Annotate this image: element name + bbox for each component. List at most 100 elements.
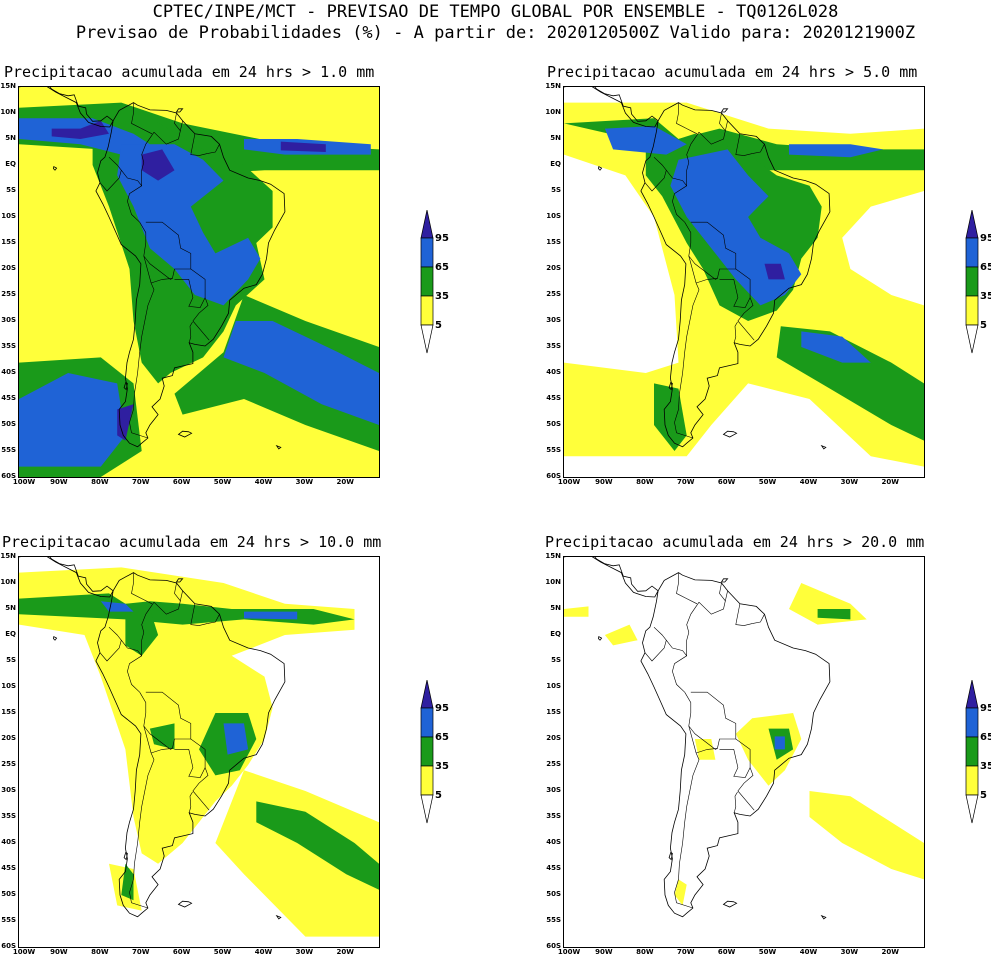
colorbar-below-triangle — [965, 794, 979, 824]
island-1 — [52, 635, 58, 641]
map-panel-4 — [563, 556, 925, 948]
lon-tick-label: 100W — [12, 478, 36, 486]
prob-area-35-3 — [256, 801, 379, 890]
prob-area-65-1 — [244, 611, 298, 620]
island-1 — [52, 165, 58, 171]
lon-tick-label: 60W — [172, 478, 191, 486]
lat-tick-label: EQ — [550, 630, 561, 638]
prob-area-65-3 — [223, 321, 379, 425]
lat-tick-label: 10S — [546, 212, 561, 220]
country-border-9 — [151, 748, 173, 754]
colorbar-label: 5 — [435, 790, 442, 801]
map-panel-3 — [18, 556, 380, 948]
coastline-1 — [19, 87, 114, 128]
country-border-11 — [719, 582, 726, 602]
colorbar-2: 95 65 35 5 — [965, 209, 991, 359]
country-border-13 — [131, 572, 153, 605]
prob-area-5-1 — [564, 606, 589, 617]
colorbar-label: 65 — [980, 262, 991, 273]
lon-tick-label: 40W — [254, 478, 273, 486]
prob-area-95-3 — [117, 404, 134, 441]
lat-tick-label: 35S — [546, 812, 561, 820]
colorbar-95-triangle — [420, 679, 434, 709]
colorbar-below-triangle — [420, 324, 434, 354]
colorbar-5-box — [420, 295, 434, 326]
lat-tick-label: 15N — [0, 82, 16, 90]
prob-area-35-5 — [149, 723, 175, 750]
colorbar-label: 65 — [980, 732, 991, 743]
prob-area-65-0 — [604, 126, 687, 155]
prob-area-5-0 — [19, 567, 355, 864]
country-border-6 — [688, 255, 736, 280]
prob-area-5-4 — [694, 739, 716, 760]
panel-3-title: Precipitacao acumulada em 24 hrs > 10.0 … — [2, 533, 382, 551]
lat-tick-label: EQ — [5, 630, 16, 638]
island-2 — [123, 381, 128, 391]
colorbar-65-box — [965, 237, 979, 268]
country-border-12 — [752, 614, 765, 624]
country-border-1 — [145, 221, 210, 341]
country-border-5 — [644, 626, 667, 662]
lon-tick-label: 20W — [336, 948, 354, 956]
country-border-0 — [672, 602, 700, 693]
lon-tick-label: 40W — [254, 948, 273, 956]
prob-area-35-0 — [817, 609, 851, 620]
map-svg-3 — [19, 557, 379, 937]
lat-tick-label: 10N — [545, 578, 561, 586]
country-border-9 — [151, 278, 173, 284]
country-border-2 — [674, 222, 700, 439]
colorbar-95-triangle — [965, 209, 979, 239]
country-border-7 — [666, 170, 687, 186]
lat-tick-label: 5N — [550, 134, 561, 142]
lat-tick-label: 5S — [551, 656, 561, 664]
country-border-6 — [688, 725, 736, 750]
island-4 — [175, 108, 184, 113]
country-border-3 — [153, 590, 183, 615]
country-border-5 — [99, 156, 122, 192]
lat-tick-label: 35S — [1, 342, 16, 350]
country-border-13 — [676, 572, 698, 605]
lon-tick-label: 60W — [172, 948, 191, 956]
prob-area-95-0 — [51, 120, 109, 139]
lat-tick-label: 45S — [1, 394, 16, 402]
country-border-8 — [174, 279, 206, 308]
lat-tick-label: 30S — [1, 786, 16, 794]
lat-tick-label: 45S — [1, 864, 16, 872]
colorbar-65-box — [420, 707, 434, 738]
island-0 — [722, 430, 738, 438]
country-border-6 — [143, 725, 191, 750]
country-border-7 — [121, 640, 142, 656]
country-border-3 — [698, 590, 728, 615]
colorbar-3: 95 65 35 5 — [420, 679, 449, 829]
lon-tick-label: 80W — [91, 948, 109, 956]
prob-area-95-0 — [764, 263, 785, 280]
lat-tick-label: 40S — [546, 838, 561, 846]
lon-tick-label: 80W — [636, 478, 654, 486]
map-svg-1 — [19, 87, 379, 477]
lat-tick-label: 40S — [1, 838, 16, 846]
lat-tick-label: 55S — [1, 916, 16, 924]
lat-tick-label: 30S — [546, 786, 561, 794]
country-border-6 — [143, 255, 191, 280]
colorbar-label: 95 — [435, 703, 449, 714]
lat-tick-label: 50S — [1, 890, 16, 898]
lat-tick-label: 5S — [6, 186, 16, 194]
lat-tick-label: 35S — [546, 342, 561, 350]
colorbar-5-box — [965, 765, 979, 796]
coastline-0 — [640, 572, 831, 918]
lat-tick-label: 15N — [545, 82, 561, 90]
country-border-0 — [127, 132, 155, 223]
colorbar-label: 5 — [980, 320, 987, 331]
colorbar-35-box — [420, 266, 434, 297]
country-border-2 — [674, 692, 700, 909]
country-border-11 — [174, 112, 181, 132]
figure-subtitle: Previsao de Probabilidades (%) - A parti… — [75, 23, 916, 43]
colorbar-label: 35 — [435, 291, 449, 302]
lon-tick-label: 80W — [91, 478, 109, 486]
colorbar-label: 95 — [980, 233, 991, 244]
prob-area-65-2 — [117, 144, 261, 306]
island-0 — [722, 900, 738, 908]
lat-tick-label: 45S — [546, 864, 561, 872]
lon-tick-label: 60W — [717, 948, 736, 956]
map-panel-1 — [18, 86, 380, 478]
